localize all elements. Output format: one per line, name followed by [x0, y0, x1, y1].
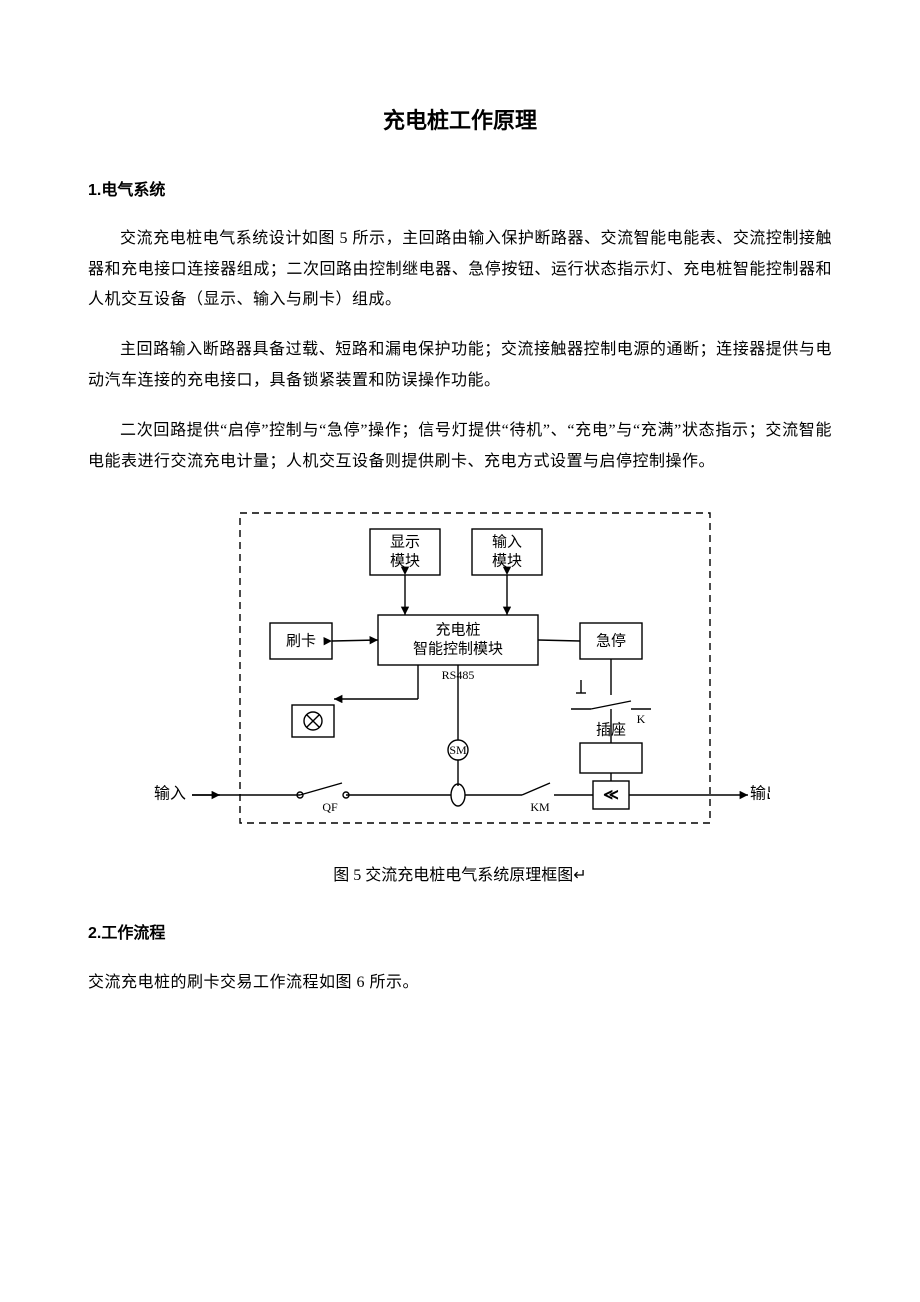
figure-5-caption-suffix: ↵	[573, 867, 586, 884]
section-1-para-3: 二次回路提供“启停”控制与“急停”操作；信号灯提供“待机”、“充电”与“充满”状…	[88, 416, 832, 477]
svg-text:急停: 急停	[596, 632, 626, 649]
svg-text:模块: 模块	[492, 552, 522, 569]
svg-text:智能控制模块: 智能控制模块	[413, 639, 503, 657]
section-1-para-1: 交流充电桩电气系统设计如图 5 所示，主回路由输入保护断路器、交流智能电能表、交…	[88, 224, 832, 315]
svg-text:输入: 输入	[154, 785, 186, 803]
figure-5-diagram: 显示模块输入模块刷卡充电桩智能控制模块急停插座RS485SMK≪QFKM输入输出	[88, 505, 832, 845]
svg-text:输出: 输出	[750, 785, 770, 803]
svg-text:充电桩: 充电桩	[435, 621, 480, 638]
section-1-heading: 1.电气系统	[88, 176, 832, 206]
section-2-heading: 2.工作流程	[88, 919, 832, 949]
section-1-para-2: 主回路输入断路器具备过载、短路和漏电保护功能；交流接触器控制电源的通断；连接器提…	[88, 335, 832, 396]
figure-5-caption: 图 5 交流充电桩电气系统原理框图↵	[88, 861, 832, 891]
document-title: 充电桩工作原理	[88, 100, 832, 142]
svg-text:QF: QF	[322, 800, 338, 814]
svg-text:刷卡: 刷卡	[286, 632, 316, 649]
svg-text:输入: 输入	[492, 533, 522, 550]
section-2-para-1: 交流充电桩的刷卡交易工作流程如图 6 所示。	[88, 968, 832, 998]
figure-5-caption-text: 图 5 交流充电桩电气系统原理框图	[333, 867, 573, 884]
svg-text:KM: KM	[530, 800, 550, 814]
svg-text:≪: ≪	[603, 787, 619, 803]
svg-text:K: K	[637, 712, 646, 726]
svg-text:模块: 模块	[390, 552, 420, 569]
figure-5-svg: 显示模块输入模块刷卡充电桩智能控制模块急停插座RS485SMK≪QFKM输入输出	[150, 505, 770, 845]
svg-text:显示: 显示	[390, 534, 420, 550]
svg-text:SM: SM	[449, 743, 467, 757]
